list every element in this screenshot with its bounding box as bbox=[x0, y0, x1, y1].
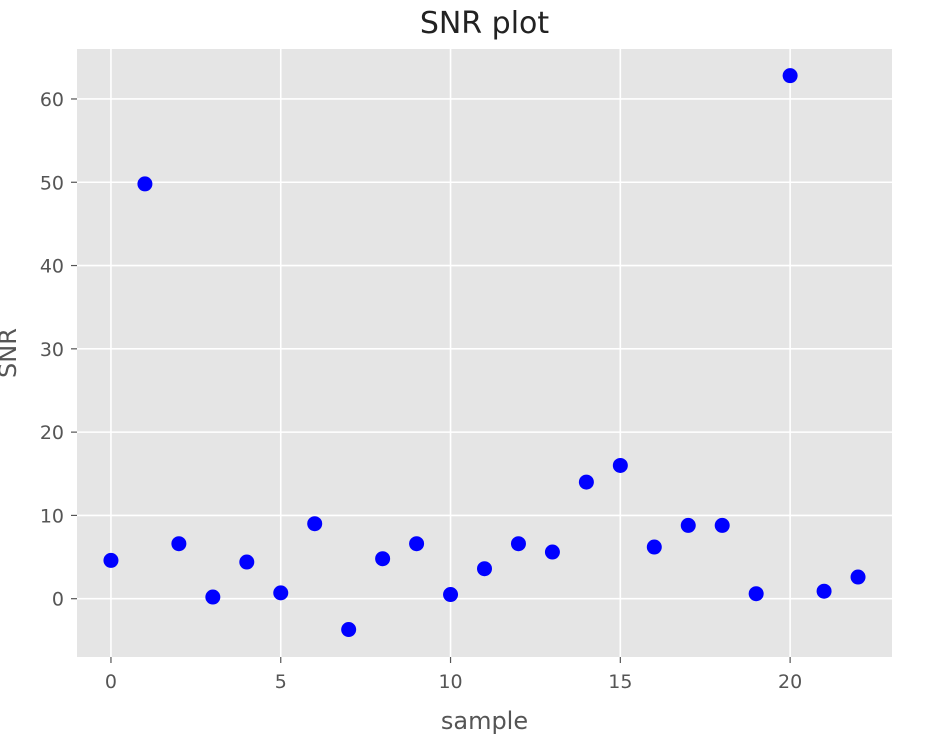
data-point bbox=[544, 544, 560, 560]
data-point bbox=[477, 561, 492, 577]
data-point bbox=[680, 517, 696, 533]
data-point bbox=[341, 622, 357, 638]
data-point bbox=[171, 536, 187, 552]
data-point bbox=[510, 536, 526, 552]
y-tick-label: 10 bbox=[40, 505, 64, 527]
data-point bbox=[714, 517, 730, 533]
y-tick-label: 60 bbox=[40, 89, 64, 111]
y-tick-label: 40 bbox=[40, 256, 64, 278]
data-point bbox=[578, 474, 594, 490]
x-axis-label: sample bbox=[441, 707, 528, 735]
data-point bbox=[205, 589, 221, 605]
y-tick-label: 0 bbox=[52, 589, 64, 611]
data-point bbox=[850, 569, 866, 585]
data-point bbox=[748, 586, 764, 602]
plot-area bbox=[77, 49, 892, 657]
y-axis-label: SNR bbox=[0, 328, 22, 378]
x-tick-label: 10 bbox=[438, 671, 462, 693]
x-tick-label: 15 bbox=[608, 671, 632, 693]
x-tick-label: 5 bbox=[275, 671, 287, 693]
data-point bbox=[612, 457, 628, 473]
axis-ticks: 0 5 10 15 20 0 10 20 30 40 50 60 bbox=[40, 89, 802, 693]
data-point bbox=[646, 539, 662, 555]
y-tick-label: 50 bbox=[40, 172, 64, 194]
data-point bbox=[239, 554, 255, 570]
data-points bbox=[103, 68, 866, 638]
data-point bbox=[409, 536, 425, 552]
data-point bbox=[375, 551, 391, 567]
x-tick-label: 20 bbox=[778, 671, 802, 693]
data-point bbox=[782, 68, 798, 84]
grid bbox=[77, 49, 892, 657]
data-point bbox=[273, 585, 289, 601]
data-point bbox=[443, 587, 459, 603]
y-tick-label: 30 bbox=[40, 339, 64, 361]
chart-title: SNR plot bbox=[420, 6, 550, 41]
data-point bbox=[103, 552, 119, 568]
y-tick-label: 20 bbox=[40, 422, 64, 444]
data-point bbox=[307, 516, 323, 532]
x-tick-label: 0 bbox=[105, 671, 117, 693]
data-point bbox=[137, 176, 153, 192]
data-point bbox=[816, 583, 832, 599]
